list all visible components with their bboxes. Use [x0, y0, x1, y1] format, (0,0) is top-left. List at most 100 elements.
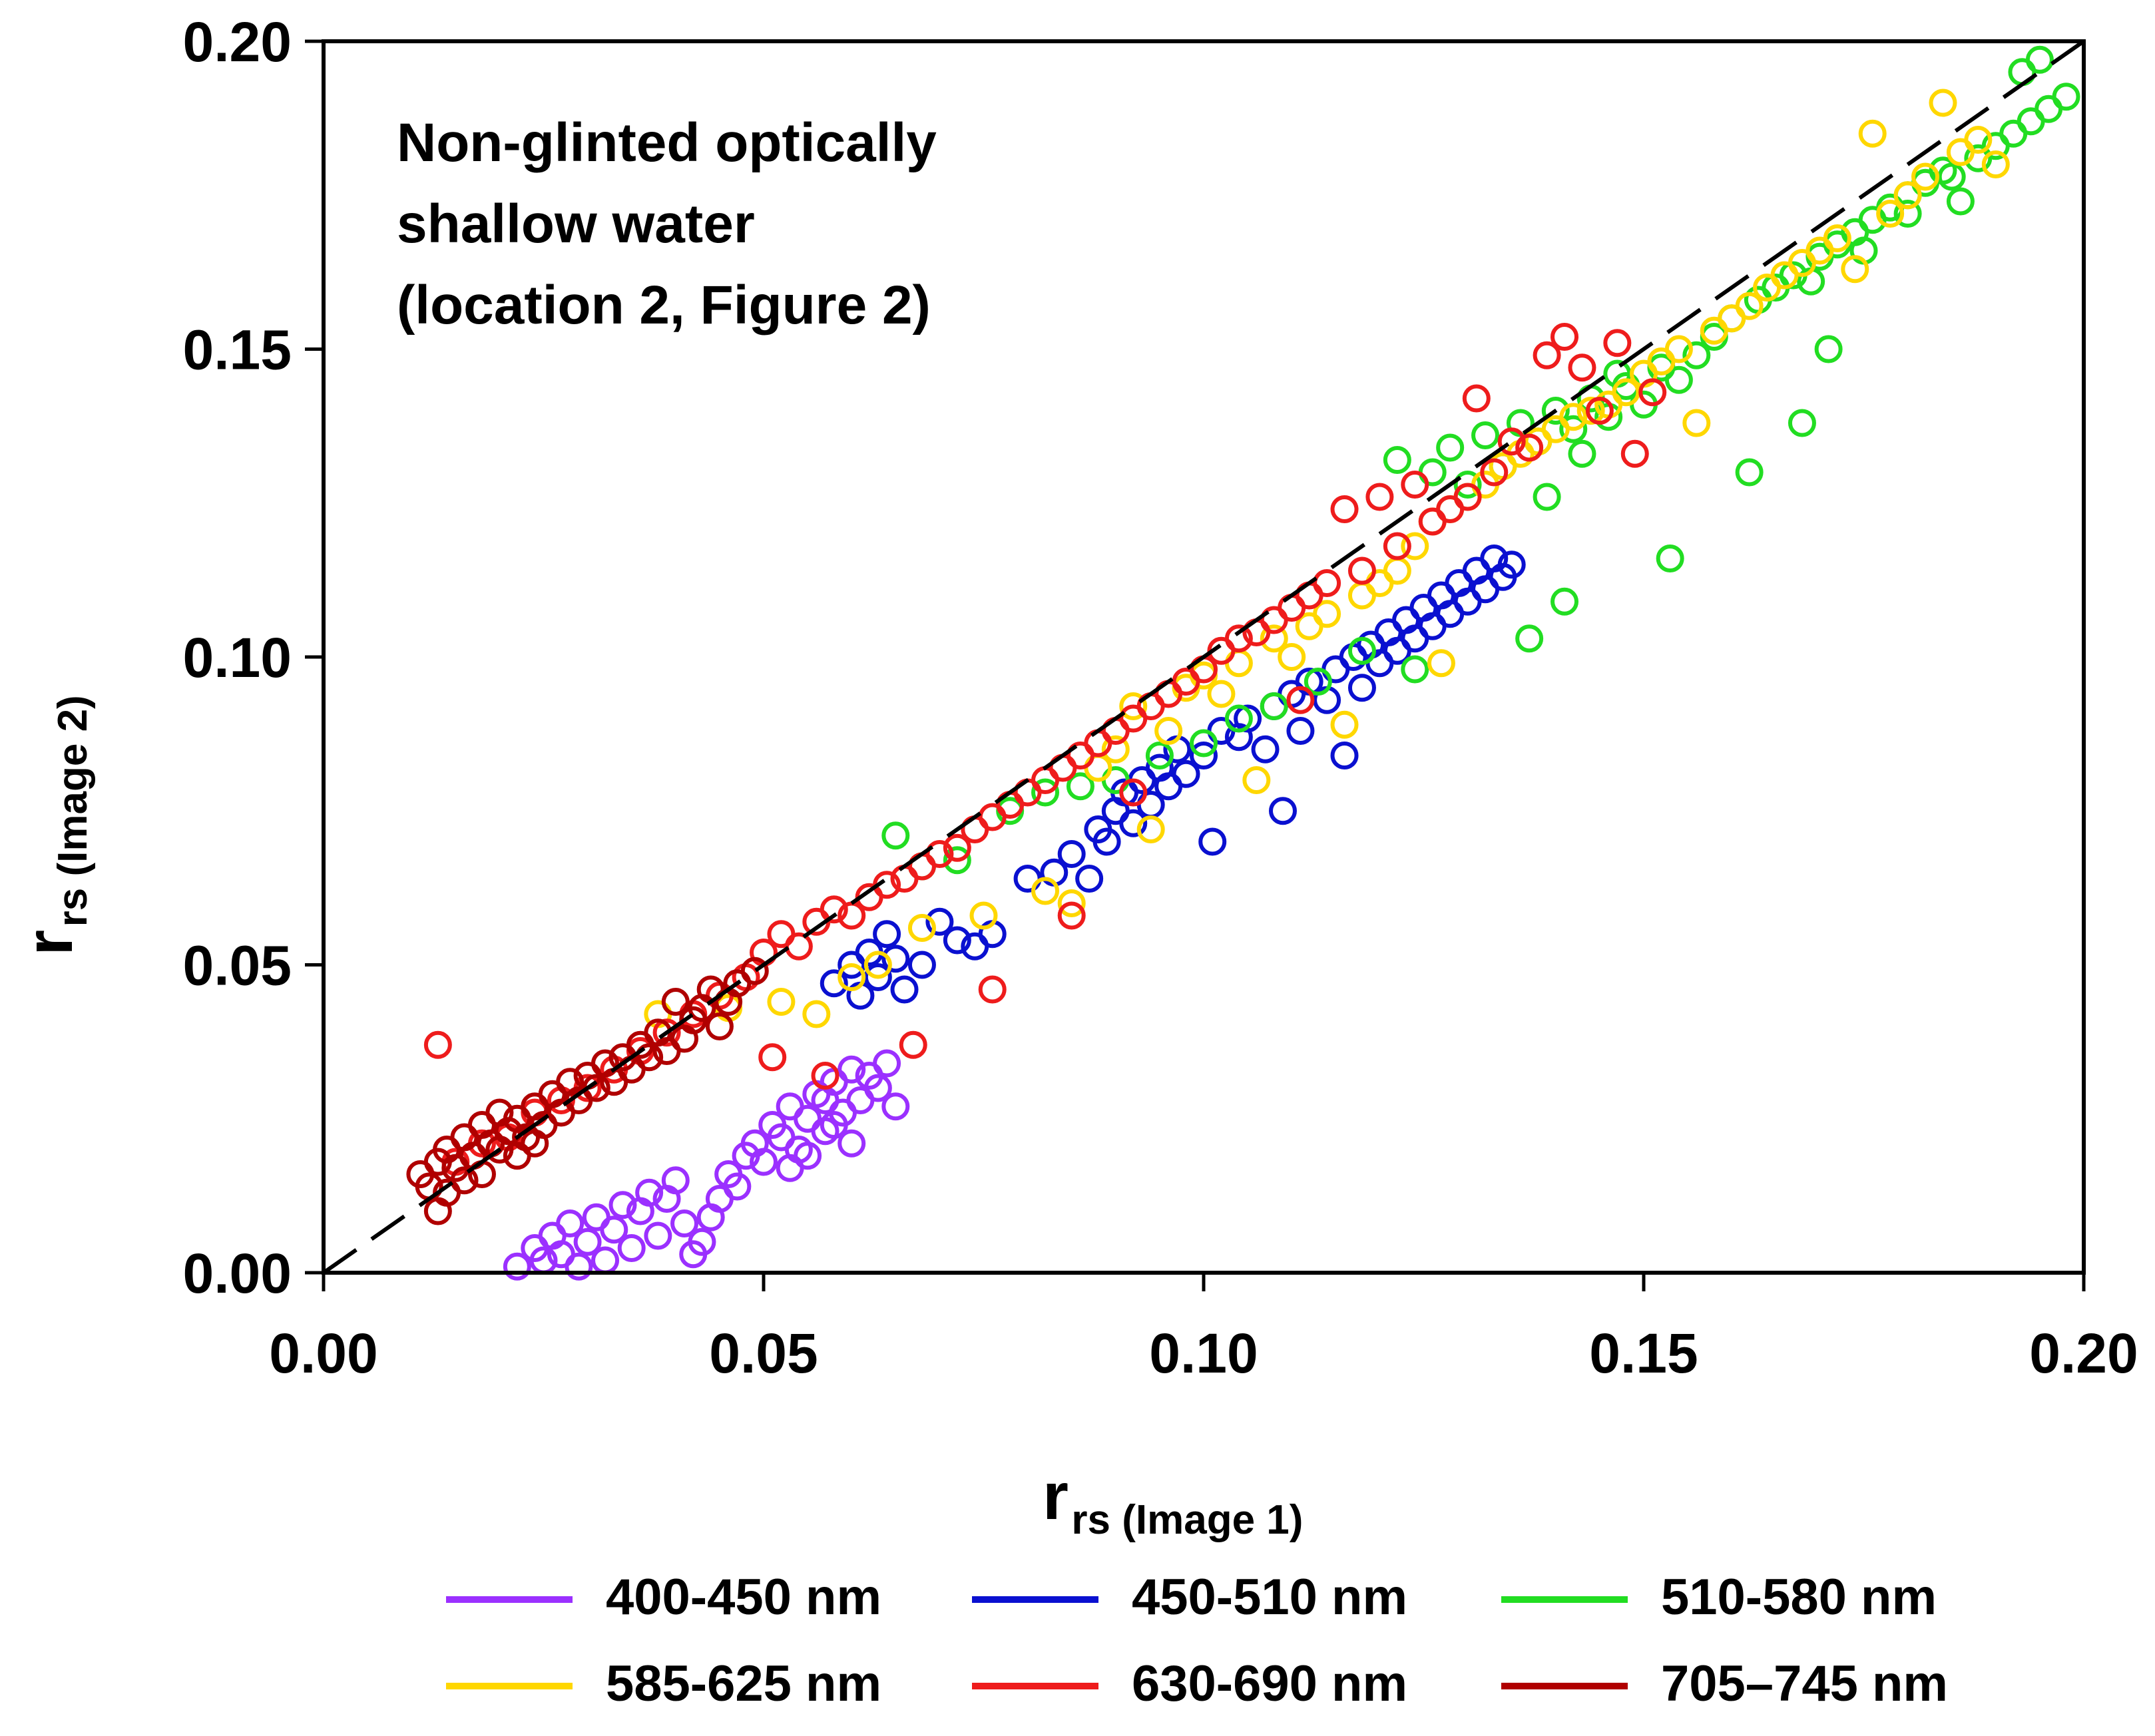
legend-label: 400-450 nm	[606, 1569, 881, 1626]
data-point	[794, 1142, 822, 1170]
data-point	[1841, 255, 1869, 284]
legend-label: 510-580 nm	[1661, 1569, 1937, 1626]
data-point	[1638, 378, 1667, 407]
data-point	[1365, 483, 1394, 511]
data-point	[600, 1215, 628, 1244]
data-point	[838, 901, 866, 930]
data-point	[1224, 624, 1253, 653]
data-point	[1251, 735, 1280, 763]
data-point	[881, 945, 910, 973]
data-point	[943, 833, 971, 862]
data-point	[969, 901, 998, 930]
data-point	[1814, 335, 1843, 363]
data-point	[1066, 772, 1094, 801]
data-point	[1427, 649, 1455, 678]
data-point	[1119, 809, 1148, 837]
data-point	[820, 1111, 848, 1139]
data-point	[1330, 495, 1359, 523]
data-point	[820, 969, 848, 998]
legend-item: 630-690 nm	[972, 1655, 1407, 1712]
data-point	[1664, 335, 1693, 363]
data-point	[1136, 815, 1165, 843]
data-point	[1260, 692, 1288, 720]
data-point	[1278, 643, 1306, 671]
data-point	[1682, 409, 1711, 437]
data-point	[1788, 409, 1816, 437]
data-point	[1462, 384, 1491, 413]
y-tick-label: 0.15	[183, 319, 292, 381]
data-point	[1242, 766, 1271, 794]
data-point	[1057, 889, 1086, 917]
data-point	[873, 920, 901, 949]
data-point	[723, 1172, 752, 1201]
legend-label: 705–745 nm	[1661, 1655, 1948, 1712]
series-layer	[322, 39, 2085, 1281]
one-to-one-reference-line	[322, 39, 2085, 1275]
data-point	[1224, 704, 1253, 733]
y-axis-label: r rs (Image 2)	[12, 695, 96, 955]
annotation-block: Non-glinted optically shallow water (loc…	[397, 112, 937, 335]
data-point	[1207, 680, 1236, 708]
data-point	[608, 1191, 637, 1219]
data-point	[881, 821, 910, 850]
data-point	[811, 1062, 839, 1090]
data-point	[1119, 778, 1148, 807]
data-point	[1234, 704, 1262, 733]
legend-item: 510-580 nm	[1501, 1569, 1937, 1626]
data-point	[1515, 433, 1544, 462]
svg-text:r rs (Image 2): r rs (Image 2)	[12, 695, 96, 955]
data-point	[925, 907, 954, 936]
data-point	[863, 1074, 892, 1102]
data-point	[1964, 126, 1993, 154]
data-point	[556, 1209, 585, 1237]
data-point	[1735, 458, 1764, 487]
data-point	[1092, 827, 1121, 856]
data-point	[1383, 446, 1411, 474]
data-point	[423, 1030, 452, 1059]
data-point	[1533, 483, 1561, 511]
data-point	[907, 914, 936, 942]
data-point	[978, 975, 1007, 1004]
data-point	[565, 1252, 593, 1281]
data-point	[890, 975, 919, 1004]
data-point	[899, 1030, 927, 1059]
data-point	[863, 963, 892, 991]
data-point	[1568, 439, 1596, 468]
data-point	[617, 1234, 646, 1262]
data-point	[838, 963, 866, 991]
annotation-line-1: Non-glinted optically	[397, 112, 937, 173]
data-point	[1735, 292, 1764, 320]
y-tick-label: 0.05	[183, 935, 292, 997]
data-point	[635, 1178, 664, 1207]
data-point	[705, 1012, 734, 1040]
annotation-line-2: shallow water	[397, 194, 755, 254]
y-axis-label-sub: rs (Image 2)	[50, 695, 96, 927]
data-point	[1075, 865, 1104, 893]
data-point	[1664, 365, 1693, 394]
data-point	[521, 1129, 549, 1158]
data-point	[423, 1197, 452, 1225]
data-point	[1031, 877, 1060, 905]
data-point	[1330, 742, 1359, 769]
legend-item: 705–745 nm	[1501, 1655, 1948, 1712]
data-point	[1515, 624, 1544, 653]
axis-ticks: 0.00 0.05 0.10 0.15 0.20 0.00 0.05 0.10 0.15 0.20	[183, 11, 2138, 1385]
data-point	[1911, 162, 1940, 191]
data-point	[1981, 150, 2010, 178]
data-point	[1383, 556, 1411, 585]
legend-item: 585-625 nm	[446, 1655, 881, 1712]
x-tick-label: 0.05	[709, 1322, 818, 1385]
data-point	[635, 1043, 664, 1072]
data-point	[1656, 544, 1684, 572]
x-tick-label: 0.15	[1589, 1322, 1698, 1385]
data-point	[1551, 587, 1579, 616]
data-point	[1876, 200, 1905, 228]
data-point	[750, 1148, 778, 1176]
legend-label: 450-510 nm	[1132, 1569, 1407, 1626]
data-point	[758, 1043, 787, 1072]
data-point	[670, 1209, 699, 1237]
data-point	[591, 1246, 620, 1275]
x-tick-label: 0.00	[269, 1322, 378, 1385]
data-point	[1119, 692, 1148, 720]
data-point	[802, 1000, 831, 1028]
